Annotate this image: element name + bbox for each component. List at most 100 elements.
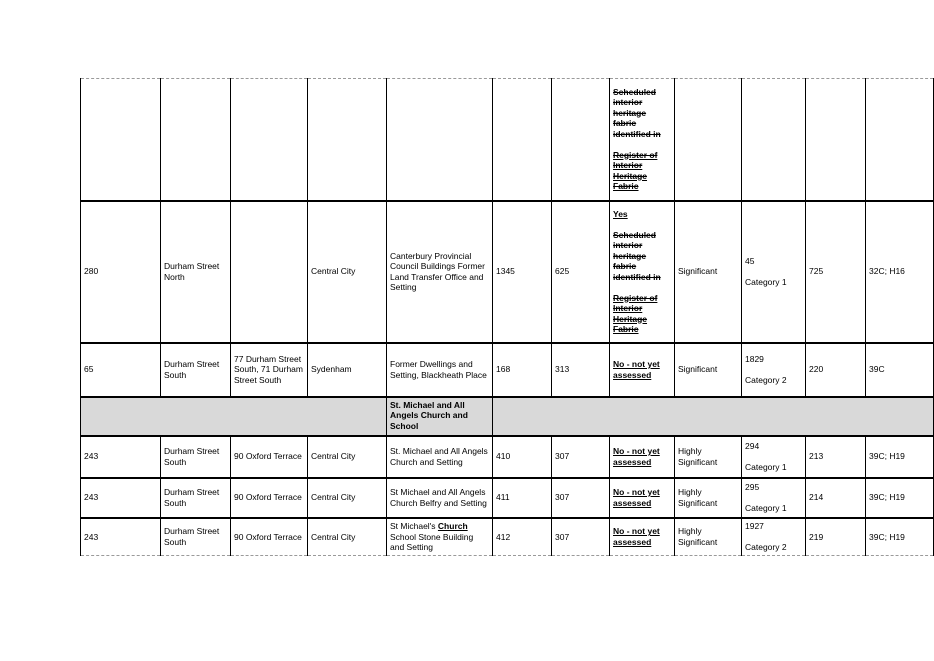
cell-paragraph [745,492,802,503]
table-cell-col2: 90 Oxford Terrace [230,476,308,519]
text-run: No - not yet assessed [613,446,660,467]
text-run: 313 [555,364,570,375]
cell-paragraph: 219 [809,532,862,543]
text-run: Durham Street North [164,261,220,282]
text-run: 1829 [745,353,764,364]
text-run: Durham Street South [164,487,220,508]
text-run: 307 [555,451,570,462]
cell-paragraph: 243 [84,532,157,543]
cell-paragraph: St Michael's Church School Stone Buildin… [390,521,489,553]
table-cell-col5: 412 [492,516,552,556]
cell-paragraph: 77 Durham Street South, 71 Durham Street… [234,354,304,386]
cell-paragraph [613,282,671,293]
text-run: St Michael's [390,521,438,531]
text-run: 90 Oxford Terrace [234,451,302,462]
text-run: St Michael and All Angels Church Belfry … [390,487,487,508]
text-run: 90 Oxford Terrace [234,531,302,542]
group-label-cell: St. Michael and All Angels Church and Sc… [386,395,493,437]
table-cell-col3: Central City [307,476,387,519]
table-cell-col11: 39C; H19 [865,434,934,479]
text-run: Significant [678,266,718,277]
text-run: No - not yet assessed [613,359,660,380]
table-cell-col1: Durham Street South [160,516,231,556]
table-cell-col10 [805,78,866,202]
table-cell-col3: Sydenham [307,341,387,398]
table-cell-col6: 307 [551,516,610,556]
cell-paragraph: Canterbury Provincial Council Buildings … [390,251,489,293]
cell-paragraph: 307 [555,532,606,543]
cell-paragraph: 307 [555,492,606,503]
table-cell-col5 [492,78,552,202]
cell-paragraph [613,219,671,230]
text-run: Church [437,521,468,531]
cell-paragraph: 313 [555,364,606,375]
text-run: Register of Interior Heritage Fabric [613,292,658,335]
table-cell-col0: 243 [80,434,161,479]
cell-paragraph: Scheduled interior heritage fabric ident… [613,230,671,283]
table-cell-col6: 625 [551,199,610,344]
text-run: 307 [555,492,570,503]
table-cell-col4: St Michael's Church School Stone Buildin… [386,516,493,556]
table-cell-col11: 39C; H19 [865,476,934,519]
cell-paragraph: Sydenham [311,364,383,375]
table-cell-col5: 1345 [492,199,552,344]
text-run: Durham Street South [164,526,220,547]
table-cell-col7: No - not yet assessed [609,341,675,398]
cell-paragraph: Highly Significant [678,526,738,547]
table-cell-col6: 313 [551,341,610,398]
table-row: 65 Durham Street South 77 Durham Street So… [80,341,934,398]
cell-paragraph: Durham Street North [164,261,227,282]
table-cell-col9 [741,78,806,202]
cell-paragraph: 295 [745,482,802,493]
cell-paragraph: 412 [496,532,548,543]
table-cell-col8: Significant [674,341,742,398]
table-cell-col1: Durham Street South [160,341,231,398]
cell-paragraph: Highly Significant [678,487,738,508]
text-run: Register of Interior Heritage Fabric [613,149,658,192]
text-run: 65 [84,364,94,375]
table-cell-col2: 90 Oxford Terrace [230,434,308,479]
table-cell-col2: 90 Oxford Terrace [230,516,308,556]
text-run: Significant [678,364,718,375]
table-cell-col8 [674,78,742,202]
cell-paragraph: 220 [809,364,862,375]
text-run: Durham Street South [164,359,220,380]
text-run: 90 Oxford Terrace [234,492,302,503]
text-run: 725 [809,266,824,277]
text-run: Scheduled interior heritage fabric ident… [613,229,661,282]
table-cell-col1 [160,78,231,202]
text-run: 294 [745,440,760,451]
text-run: Yes [613,208,628,219]
cell-paragraph: 214 [809,492,862,503]
group-right-spacer [492,395,934,437]
text-run: 168 [496,364,511,375]
cell-paragraph: 243 [84,492,157,503]
table-cell-col0: 280 [80,199,161,344]
table-cell-col1: Durham Street South [160,434,231,479]
text-run: Highly Significant [678,487,718,508]
table-row: 243 Durham Street South 90 Oxford Terrace C… [80,434,934,479]
table-cell-col0 [80,78,161,202]
text-run: 45 [745,255,755,266]
heritage-schedule-table: Scheduled interior heritage fabric ident… [80,78,934,556]
text-run: 39C; H19 [869,492,905,503]
cell-paragraph: 39C; H19 [869,451,930,462]
cell-paragraph: 90 Oxford Terrace [234,532,304,543]
text-run: Highly Significant [678,446,718,467]
table-cell-col4 [386,78,493,202]
text-run: Central City [311,531,356,542]
cell-paragraph: Category 1 [745,277,802,288]
text-run: Category 1 [745,502,787,513]
table-row: 280 Durham Street North Central City Canter… [80,199,934,344]
cell-paragraph: 65 [84,364,157,375]
heritage-table-body: Scheduled interior heritage fabric ident… [80,78,934,556]
cell-paragraph [234,266,304,277]
cell-paragraph [390,134,489,145]
text-run: Former Dwellings and Setting, Blackheath… [390,359,487,380]
cell-paragraph [745,134,802,145]
table-cell-col11: 39C [865,341,934,398]
table-cell-col3 [307,78,387,202]
text-run: 220 [809,364,824,375]
cell-paragraph [809,134,862,145]
text-run: 307 [555,531,570,542]
